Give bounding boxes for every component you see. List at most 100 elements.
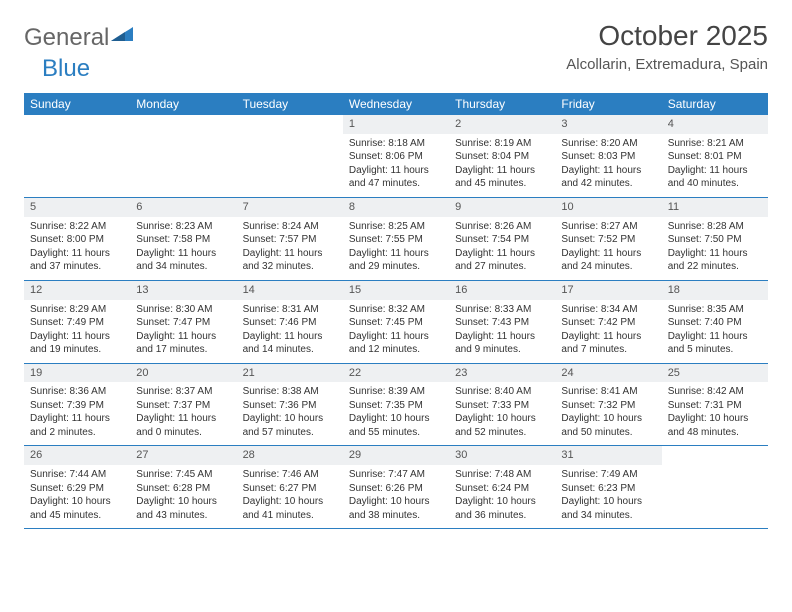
- day-header: Sunday: [24, 93, 130, 115]
- calendar-day-cell: 2Sunrise: 8:19 AMSunset: 8:04 PMDaylight…: [449, 115, 555, 197]
- day-info-line: Daylight: 11 hours: [455, 164, 549, 178]
- day-body: Sunrise: 8:28 AMSunset: 7:50 PMDaylight:…: [662, 217, 768, 280]
- day-body: Sunrise: 8:31 AMSunset: 7:46 PMDaylight:…: [237, 300, 343, 363]
- day-info-line: Sunrise: 8:40 AM: [455, 385, 549, 399]
- day-number: 4: [662, 115, 768, 134]
- day-info-line: Daylight: 11 hours: [136, 330, 230, 344]
- day-number: 14: [237, 281, 343, 300]
- day-info-line: Sunset: 7:36 PM: [243, 399, 337, 413]
- day-info-line: and 40 minutes.: [668, 177, 762, 191]
- day-body: Sunrise: 8:42 AMSunset: 7:31 PMDaylight:…: [662, 382, 768, 445]
- calendar-day-cell: 23Sunrise: 8:40 AMSunset: 7:33 PMDayligh…: [449, 363, 555, 446]
- day-info-line: Sunset: 8:03 PM: [561, 150, 655, 164]
- day-info-line: Sunrise: 8:20 AM: [561, 137, 655, 151]
- day-info-line: Daylight: 11 hours: [668, 164, 762, 178]
- day-info-line: Sunset: 6:27 PM: [243, 482, 337, 496]
- day-number: 28: [237, 446, 343, 465]
- day-body: Sunrise: 8:41 AMSunset: 7:32 PMDaylight:…: [555, 382, 661, 445]
- calendar-day-cell: 8Sunrise: 8:25 AMSunset: 7:55 PMDaylight…: [343, 197, 449, 280]
- day-info-line: Daylight: 11 hours: [668, 330, 762, 344]
- day-info-line: Sunrise: 8:32 AM: [349, 303, 443, 317]
- day-body: Sunrise: 8:36 AMSunset: 7:39 PMDaylight:…: [24, 382, 130, 445]
- calendar-day-cell: 13Sunrise: 8:30 AMSunset: 7:47 PMDayligh…: [130, 280, 236, 363]
- day-number: 5: [24, 198, 130, 217]
- day-body: Sunrise: 8:19 AMSunset: 8:04 PMDaylight:…: [449, 134, 555, 197]
- day-info-line: Sunrise: 7:44 AM: [30, 468, 124, 482]
- day-body: Sunrise: 8:25 AMSunset: 7:55 PMDaylight:…: [343, 217, 449, 280]
- day-info-line: and 5 minutes.: [668, 343, 762, 357]
- day-info-line: and 29 minutes.: [349, 260, 443, 274]
- calendar-day-cell: 14Sunrise: 8:31 AMSunset: 7:46 PMDayligh…: [237, 280, 343, 363]
- day-info-line: Sunrise: 8:33 AM: [455, 303, 549, 317]
- day-body: [130, 134, 236, 191]
- day-info-line: Sunset: 7:47 PM: [136, 316, 230, 330]
- day-info-line: Sunrise: 8:24 AM: [243, 220, 337, 234]
- day-info-line: Sunset: 8:01 PM: [668, 150, 762, 164]
- day-info-line: and 14 minutes.: [243, 343, 337, 357]
- day-info-line: Sunset: 7:50 PM: [668, 233, 762, 247]
- calendar-day-cell: 11Sunrise: 8:28 AMSunset: 7:50 PMDayligh…: [662, 197, 768, 280]
- day-header: Saturday: [662, 93, 768, 115]
- day-info-line: Sunrise: 7:47 AM: [349, 468, 443, 482]
- day-info-line: Sunrise: 7:48 AM: [455, 468, 549, 482]
- day-info-line: Daylight: 11 hours: [243, 330, 337, 344]
- day-info-line: Daylight: 10 hours: [455, 495, 549, 509]
- day-number: 13: [130, 281, 236, 300]
- day-body: Sunrise: 8:26 AMSunset: 7:54 PMDaylight:…: [449, 217, 555, 280]
- day-body: Sunrise: 7:49 AMSunset: 6:23 PMDaylight:…: [555, 465, 661, 528]
- calendar-day-cell: [662, 446, 768, 529]
- day-body: Sunrise: 8:37 AMSunset: 7:37 PMDaylight:…: [130, 382, 236, 445]
- day-info-line: Daylight: 11 hours: [668, 247, 762, 261]
- day-info-line: Sunset: 7:46 PM: [243, 316, 337, 330]
- day-info-line: Sunset: 6:29 PM: [30, 482, 124, 496]
- day-body: Sunrise: 7:47 AMSunset: 6:26 PMDaylight:…: [343, 465, 449, 528]
- day-number: 18: [662, 281, 768, 300]
- day-body: Sunrise: 8:39 AMSunset: 7:35 PMDaylight:…: [343, 382, 449, 445]
- day-info-line: Sunrise: 8:41 AM: [561, 385, 655, 399]
- calendar-day-cell: 29Sunrise: 7:47 AMSunset: 6:26 PMDayligh…: [343, 446, 449, 529]
- day-info-line: Sunrise: 8:36 AM: [30, 385, 124, 399]
- day-number: 29: [343, 446, 449, 465]
- day-info-line: Sunset: 7:33 PM: [455, 399, 549, 413]
- day-body: Sunrise: 8:32 AMSunset: 7:45 PMDaylight:…: [343, 300, 449, 363]
- calendar-day-cell: 27Sunrise: 7:45 AMSunset: 6:28 PMDayligh…: [130, 446, 236, 529]
- day-info-line: Sunset: 7:40 PM: [668, 316, 762, 330]
- day-info-line: Sunrise: 8:27 AM: [561, 220, 655, 234]
- day-number: 3: [555, 115, 661, 134]
- day-number: 15: [343, 281, 449, 300]
- day-info-line: Sunset: 7:32 PM: [561, 399, 655, 413]
- calendar-day-cell: [237, 115, 343, 197]
- day-info-line: Sunrise: 8:28 AM: [668, 220, 762, 234]
- day-info-line: Daylight: 10 hours: [243, 412, 337, 426]
- day-number: 21: [237, 364, 343, 383]
- day-info-line: and 37 minutes.: [30, 260, 124, 274]
- day-number: 25: [662, 364, 768, 383]
- day-header-row: Sunday Monday Tuesday Wednesday Thursday…: [24, 93, 768, 115]
- day-info-line: and 42 minutes.: [561, 177, 655, 191]
- calendar-week-row: 19Sunrise: 8:36 AMSunset: 7:39 PMDayligh…: [24, 363, 768, 446]
- day-info-line: Daylight: 11 hours: [349, 164, 443, 178]
- day-number: 19: [24, 364, 130, 383]
- day-info-line: and 55 minutes.: [349, 426, 443, 440]
- day-number: 26: [24, 446, 130, 465]
- day-info-line: and 47 minutes.: [349, 177, 443, 191]
- day-body: Sunrise: 8:40 AMSunset: 7:33 PMDaylight:…: [449, 382, 555, 445]
- day-info-line: and 43 minutes.: [136, 509, 230, 523]
- day-info-line: Sunrise: 7:49 AM: [561, 468, 655, 482]
- day-info-line: and 34 minutes.: [561, 509, 655, 523]
- day-number: 9: [449, 198, 555, 217]
- day-info-line: and 27 minutes.: [455, 260, 549, 274]
- day-number: 11: [662, 198, 768, 217]
- day-info-line: and 48 minutes.: [668, 426, 762, 440]
- day-info-line: Daylight: 11 hours: [243, 247, 337, 261]
- day-body: Sunrise: 8:27 AMSunset: 7:52 PMDaylight:…: [555, 217, 661, 280]
- calendar-day-cell: 18Sunrise: 8:35 AMSunset: 7:40 PMDayligh…: [662, 280, 768, 363]
- day-info-line: Sunset: 7:43 PM: [455, 316, 549, 330]
- day-number: 27: [130, 446, 236, 465]
- calendar-day-cell: 20Sunrise: 8:37 AMSunset: 7:37 PMDayligh…: [130, 363, 236, 446]
- day-info-line: and 45 minutes.: [30, 509, 124, 523]
- day-info-line: Sunrise: 8:29 AM: [30, 303, 124, 317]
- calendar-day-cell: 24Sunrise: 8:41 AMSunset: 7:32 PMDayligh…: [555, 363, 661, 446]
- day-info-line: Sunrise: 8:25 AM: [349, 220, 443, 234]
- calendar-day-cell: 28Sunrise: 7:46 AMSunset: 6:27 PMDayligh…: [237, 446, 343, 529]
